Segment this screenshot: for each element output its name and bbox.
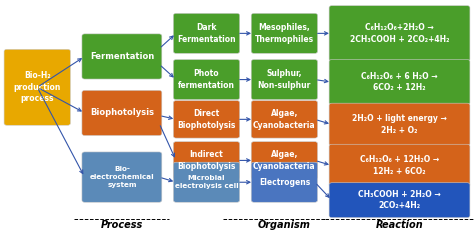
Text: Bio-
electrochemical
system: Bio- electrochemical system (90, 166, 154, 188)
FancyBboxPatch shape (329, 60, 470, 105)
FancyBboxPatch shape (329, 144, 470, 187)
Text: Organism: Organism (258, 220, 311, 230)
Text: 2H₂O + light energy →
2H₂ + O₂: 2H₂O + light energy → 2H₂ + O₂ (352, 114, 447, 135)
Text: Algae,
Cyanobacteria: Algae, Cyanobacteria (253, 109, 316, 130)
FancyBboxPatch shape (251, 60, 318, 100)
Text: CH₃COOH + 2H₂O →
2CO₂+4H₂: CH₃COOH + 2H₂O → 2CO₂+4H₂ (358, 190, 441, 210)
Text: Direct
Biophotolysis: Direct Biophotolysis (177, 109, 236, 130)
Text: Microbial
electrolysis cell: Microbial electrolysis cell (175, 175, 238, 189)
FancyBboxPatch shape (173, 101, 240, 138)
FancyBboxPatch shape (251, 13, 318, 53)
FancyBboxPatch shape (173, 162, 240, 202)
FancyBboxPatch shape (329, 103, 470, 146)
Text: C₆H₁₂O₆+2H₂O →
2CH₃COOH + 2CO₂+4H₂: C₆H₁₂O₆+2H₂O → 2CH₃COOH + 2CO₂+4H₂ (350, 23, 449, 44)
Text: Electrogens: Electrogens (259, 178, 310, 187)
Text: Biophotolysis: Biophotolysis (90, 108, 154, 117)
Text: C₆H₁₂O₆ + 12H₂O →
12H₂ + 6CO₂: C₆H₁₂O₆ + 12H₂O → 12H₂ + 6CO₂ (360, 155, 439, 176)
FancyBboxPatch shape (82, 90, 162, 136)
FancyBboxPatch shape (329, 183, 470, 218)
Text: Algae,
Cyanobacteria: Algae, Cyanobacteria (253, 150, 316, 171)
Text: Dark
Fermentation: Dark Fermentation (177, 23, 236, 44)
Text: Mesophiles,
Thermophiles: Mesophiles, Thermophiles (255, 23, 314, 44)
FancyBboxPatch shape (251, 101, 318, 138)
FancyBboxPatch shape (82, 152, 162, 202)
FancyBboxPatch shape (251, 142, 318, 179)
Text: Reaction: Reaction (375, 220, 423, 230)
FancyBboxPatch shape (329, 6, 470, 61)
FancyBboxPatch shape (173, 60, 240, 100)
FancyBboxPatch shape (82, 34, 162, 79)
Text: Indirect
Biophotolysis: Indirect Biophotolysis (177, 150, 236, 171)
Text: Fermentation: Fermentation (90, 52, 154, 61)
Text: C₆H₁₂O₆ + 6 H₂O →
6CO₂ + 12H₂: C₆H₁₂O₆ + 6 H₂O → 6CO₂ + 12H₂ (361, 72, 438, 92)
FancyBboxPatch shape (173, 142, 240, 179)
FancyBboxPatch shape (173, 13, 240, 53)
Text: Photo
fermentation: Photo fermentation (178, 69, 235, 90)
FancyBboxPatch shape (4, 49, 71, 125)
FancyBboxPatch shape (251, 162, 318, 202)
Text: Bio-H₂
production
process: Bio-H₂ production process (14, 71, 61, 103)
Text: Sulphur,
Non-sulphur: Sulphur, Non-sulphur (258, 69, 311, 90)
Text: Process: Process (101, 220, 143, 230)
